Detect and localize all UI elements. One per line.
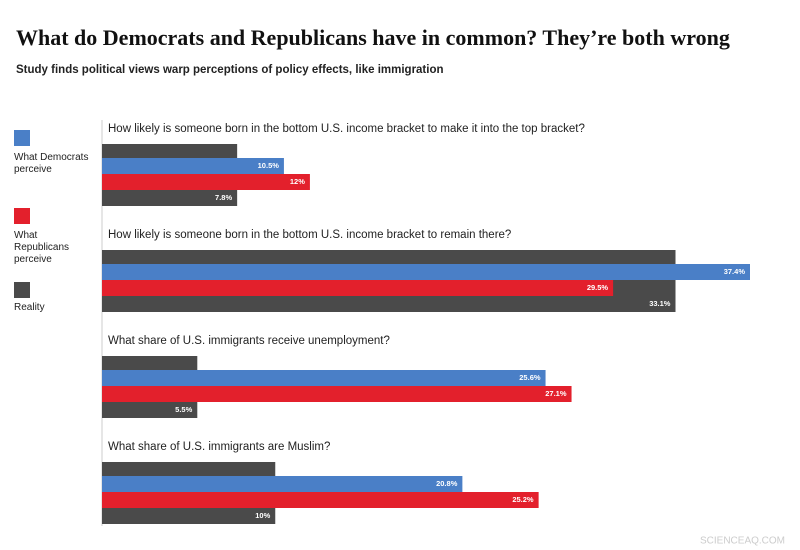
bar [102, 264, 750, 280]
legend-swatch [14, 282, 30, 298]
legend-label: What Democrats perceive [14, 152, 89, 175]
question: What share of U.S. immigrants receive un… [108, 335, 390, 347]
value-label: 27.1% [545, 389, 567, 398]
bar [102, 174, 310, 190]
legend-swatch [14, 208, 30, 224]
value-label: 37.4% [724, 267, 746, 276]
value-label: 7.8% [215, 193, 232, 202]
value-label: 12% [290, 177, 305, 186]
value-label: 25.6% [519, 373, 541, 382]
bar [102, 492, 539, 508]
chart-title: What do Democrats and Republicans have i… [16, 25, 730, 50]
value-label: 5.5% [175, 405, 192, 414]
bar [102, 476, 463, 492]
chart-subtitle: Study finds political views warp percept… [16, 64, 444, 76]
value-label: 29.5% [587, 283, 609, 292]
watermark: SCIENCEAQ.COM [700, 536, 785, 547]
question: How likely is someone born in the bottom… [108, 123, 585, 135]
bar [102, 386, 572, 402]
bar [102, 280, 614, 296]
bar [102, 158, 284, 174]
value-label: 33.1% [649, 299, 671, 308]
legend-label: What Republicans perceive [14, 230, 70, 265]
value-label: 20.8% [436, 479, 458, 488]
question: What share of U.S. immigrants are Muslim… [108, 441, 330, 453]
legend-swatch [14, 130, 30, 146]
value-label: 25.2% [512, 495, 534, 504]
bar [102, 370, 546, 386]
value-label: 10.5% [258, 161, 280, 170]
legend-label: Reality [14, 302, 45, 313]
value-label: 10% [255, 511, 270, 520]
question: How likely is someone born in the bottom… [108, 229, 511, 241]
